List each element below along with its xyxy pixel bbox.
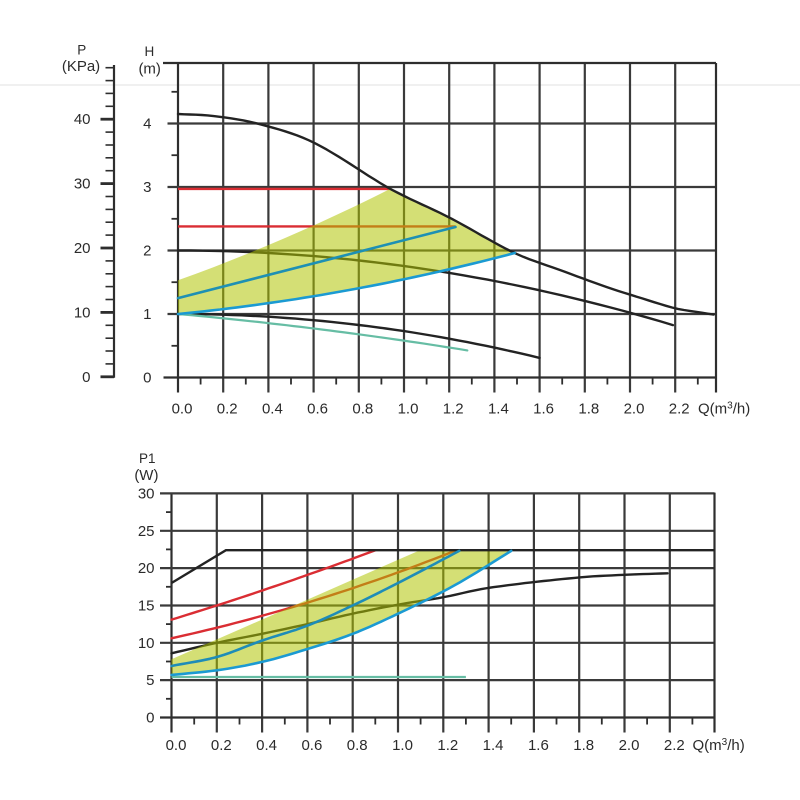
svg-text:2.0: 2.0 xyxy=(624,401,645,418)
svg-text:(W): (W) xyxy=(134,467,158,484)
svg-text:1: 1 xyxy=(143,306,151,323)
svg-text:(m): (m) xyxy=(138,61,161,78)
svg-text:10: 10 xyxy=(138,635,155,652)
svg-text:0.4: 0.4 xyxy=(256,737,277,754)
svg-text:0.0: 0.0 xyxy=(166,737,187,754)
svg-text:20: 20 xyxy=(138,560,155,577)
svg-text:30: 30 xyxy=(74,176,91,193)
svg-text:0.6: 0.6 xyxy=(307,401,328,418)
svg-text:1.0: 1.0 xyxy=(392,737,413,754)
svg-text:2.2: 2.2 xyxy=(664,737,685,754)
svg-text:15: 15 xyxy=(138,598,155,615)
svg-text:1.4: 1.4 xyxy=(483,737,504,754)
svg-text:5: 5 xyxy=(146,672,154,689)
svg-text:0.2: 0.2 xyxy=(217,401,238,418)
svg-text:0.0: 0.0 xyxy=(172,401,193,418)
svg-text:2.2: 2.2 xyxy=(669,401,690,418)
svg-text:0.2: 0.2 xyxy=(211,737,232,754)
svg-text:3: 3 xyxy=(143,179,151,196)
svg-text:0.8: 0.8 xyxy=(347,737,368,754)
svg-text:Q(m3/h): Q(m3/h) xyxy=(693,737,745,754)
svg-text:1.8: 1.8 xyxy=(578,401,599,418)
svg-text:P1: P1 xyxy=(139,451,156,466)
svg-text:P: P xyxy=(77,42,86,57)
svg-text:1.6: 1.6 xyxy=(528,737,549,754)
svg-text:0: 0 xyxy=(143,370,151,387)
svg-text:H: H xyxy=(145,44,155,59)
svg-text:1.8: 1.8 xyxy=(573,737,594,754)
svg-text:1.2: 1.2 xyxy=(437,737,458,754)
svg-text:2: 2 xyxy=(143,243,151,260)
svg-text:40: 40 xyxy=(74,111,91,128)
svg-text:0: 0 xyxy=(146,710,154,727)
svg-text:1.4: 1.4 xyxy=(488,401,509,418)
svg-text:1.2: 1.2 xyxy=(443,401,464,418)
svg-text:0.8: 0.8 xyxy=(352,401,373,418)
svg-text:1.6: 1.6 xyxy=(533,401,554,418)
svg-text:1.0: 1.0 xyxy=(398,401,419,418)
svg-text:0.4: 0.4 xyxy=(262,401,283,418)
svg-text:Q(m3/h): Q(m3/h) xyxy=(698,401,750,418)
svg-text:4: 4 xyxy=(143,116,151,133)
svg-text:2.0: 2.0 xyxy=(619,737,640,754)
svg-text:30: 30 xyxy=(138,485,155,502)
svg-text:20: 20 xyxy=(74,240,91,257)
svg-text:0: 0 xyxy=(82,369,90,386)
svg-text:0.6: 0.6 xyxy=(301,737,322,754)
svg-text:25: 25 xyxy=(138,523,155,540)
svg-text:(KPa): (KPa) xyxy=(62,58,100,75)
svg-text:10: 10 xyxy=(74,304,91,321)
